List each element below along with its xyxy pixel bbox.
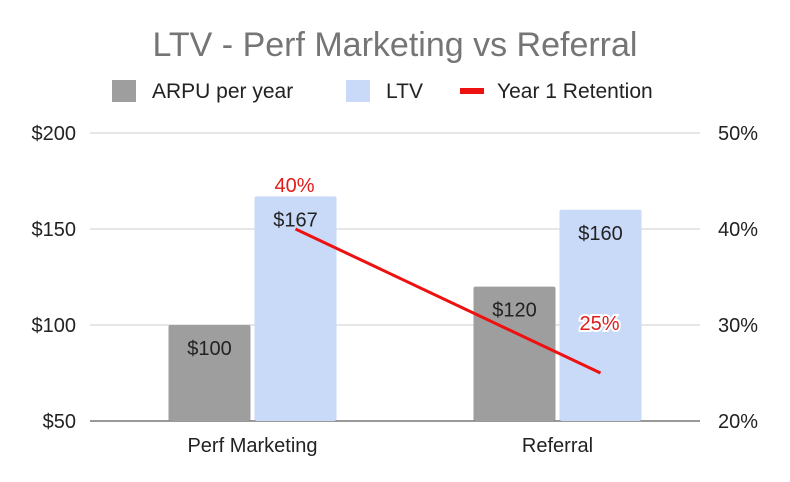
legend-swatch-arpu (112, 80, 136, 102)
ltv-bar-label: $160 (578, 223, 623, 245)
legend-label: Year 1 Retention (497, 80, 653, 103)
right-axis-ticks: 50% 40% 30% 20% (718, 123, 758, 433)
ltv-bar (254, 196, 337, 421)
legend-swatch-retention (460, 88, 484, 94)
legend-label: LTV (386, 80, 423, 103)
legend-swatch-ltv (346, 80, 370, 102)
bars (168, 196, 642, 421)
data-labels: $100 $167 $120 $160 40% 25% (187, 173, 623, 360)
category-labels: Perf Marketing Referral (187, 435, 593, 457)
right-tick-label: 50% (718, 123, 758, 145)
legend: ARPU per year LTV Year 1 Retention (112, 80, 653, 103)
category-label: Referral (522, 435, 593, 457)
ltv-bar-label: $167 (273, 209, 318, 231)
right-tick-label: 30% (718, 315, 758, 337)
retention-line (294, 227, 602, 375)
arpu-bar (168, 325, 251, 421)
left-tick-label: $200 (32, 123, 77, 145)
left-axis-ticks: $200 $150 $100 $50 (32, 123, 77, 433)
left-tick-label: $50 (43, 411, 76, 433)
retention-line-path (294, 227, 602, 375)
right-tick-label: 40% (718, 219, 758, 241)
retention-data-label: 25% (579, 313, 619, 335)
chart-title: LTV - Perf Marketing vs Referral (153, 26, 638, 64)
right-tick-label: 20% (718, 411, 758, 433)
ltv-bar (559, 209, 642, 421)
arpu-bar (473, 286, 556, 421)
arpu-bar-label: $100 (187, 338, 232, 360)
legend-label: ARPU per year (152, 80, 293, 103)
category-label: Perf Marketing (187, 435, 317, 457)
arpu-bar-label: $120 (492, 300, 537, 322)
left-tick-label: $100 (32, 315, 77, 337)
left-tick-label: $150 (32, 219, 77, 241)
retention-data-label: 40% (274, 175, 314, 197)
